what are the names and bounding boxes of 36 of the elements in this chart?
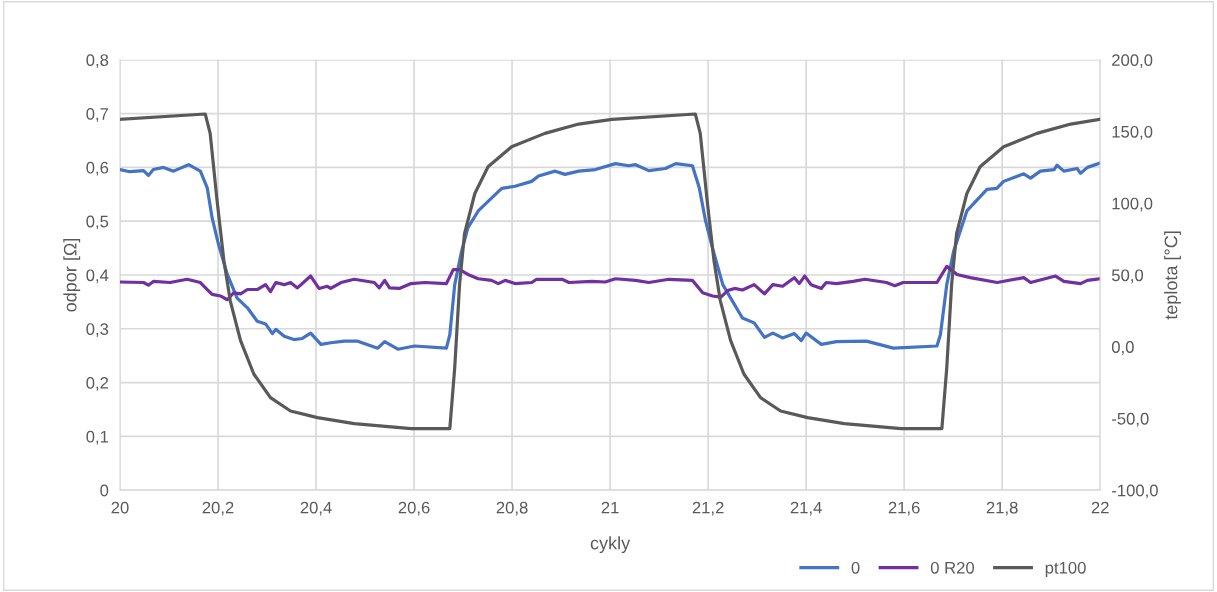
line-series — [120, 112, 1101, 431]
y2-tick-label: 50,0 — [1111, 269, 1144, 284]
y2-tick-label: 0,0 — [1111, 341, 1134, 355]
y-tick-label: 0,7 — [86, 107, 109, 122]
y-tick-label: 0,8 — [86, 54, 109, 68]
x-tick-label: 20,8 — [496, 501, 528, 516]
x-tick-label: 21 — [601, 501, 619, 514]
y-tick-label: 0,3 — [86, 323, 109, 337]
y2-tick-label: -50,0 — [1112, 412, 1149, 427]
x-tick-label: 20,2 — [202, 501, 234, 516]
y-tick-label: 0,1 — [86, 430, 109, 445]
x-axis-title: cykly — [590, 536, 631, 554]
legend-label: 0 R20 — [930, 561, 975, 574]
x-tick-label: 20 — [111, 501, 129, 514]
y2-axis-title: teplota [°C] — [1164, 231, 1181, 320]
x-tick-label: 21,4 — [790, 501, 822, 516]
legend-label: 0 — [851, 561, 860, 574]
y-tick-label: 0,5 — [86, 215, 109, 230]
y2-tick-label: 200,0 — [1112, 54, 1153, 68]
x-tick-label: 22 — [1091, 501, 1109, 514]
x-tick-label: 21,2 — [692, 501, 724, 516]
y-tick-label: 0 — [100, 484, 109, 497]
x-tick-label: 21,6 — [888, 501, 920, 516]
legend-label: pt100 — [1045, 561, 1086, 577]
x-tick-label: 21,8 — [986, 501, 1018, 516]
y-axis-title: odpor [Ω] — [63, 238, 81, 312]
y2-tick-label: -100,0 — [1112, 484, 1158, 499]
y2-tick-label: 150,0 — [1112, 125, 1153, 140]
y-tick-label: 0,6 — [86, 161, 109, 176]
y-tick-label: 0,2 — [86, 376, 109, 391]
y2-tick-label: 100,0 — [1112, 197, 1153, 212]
x-tick-label: 20,4 — [300, 501, 332, 516]
line-series — [120, 161, 1101, 351]
line-series — [120, 264, 1101, 302]
y-tick-label: 0,4 — [86, 269, 109, 284]
x-tick-label: 20,6 — [398, 501, 430, 516]
